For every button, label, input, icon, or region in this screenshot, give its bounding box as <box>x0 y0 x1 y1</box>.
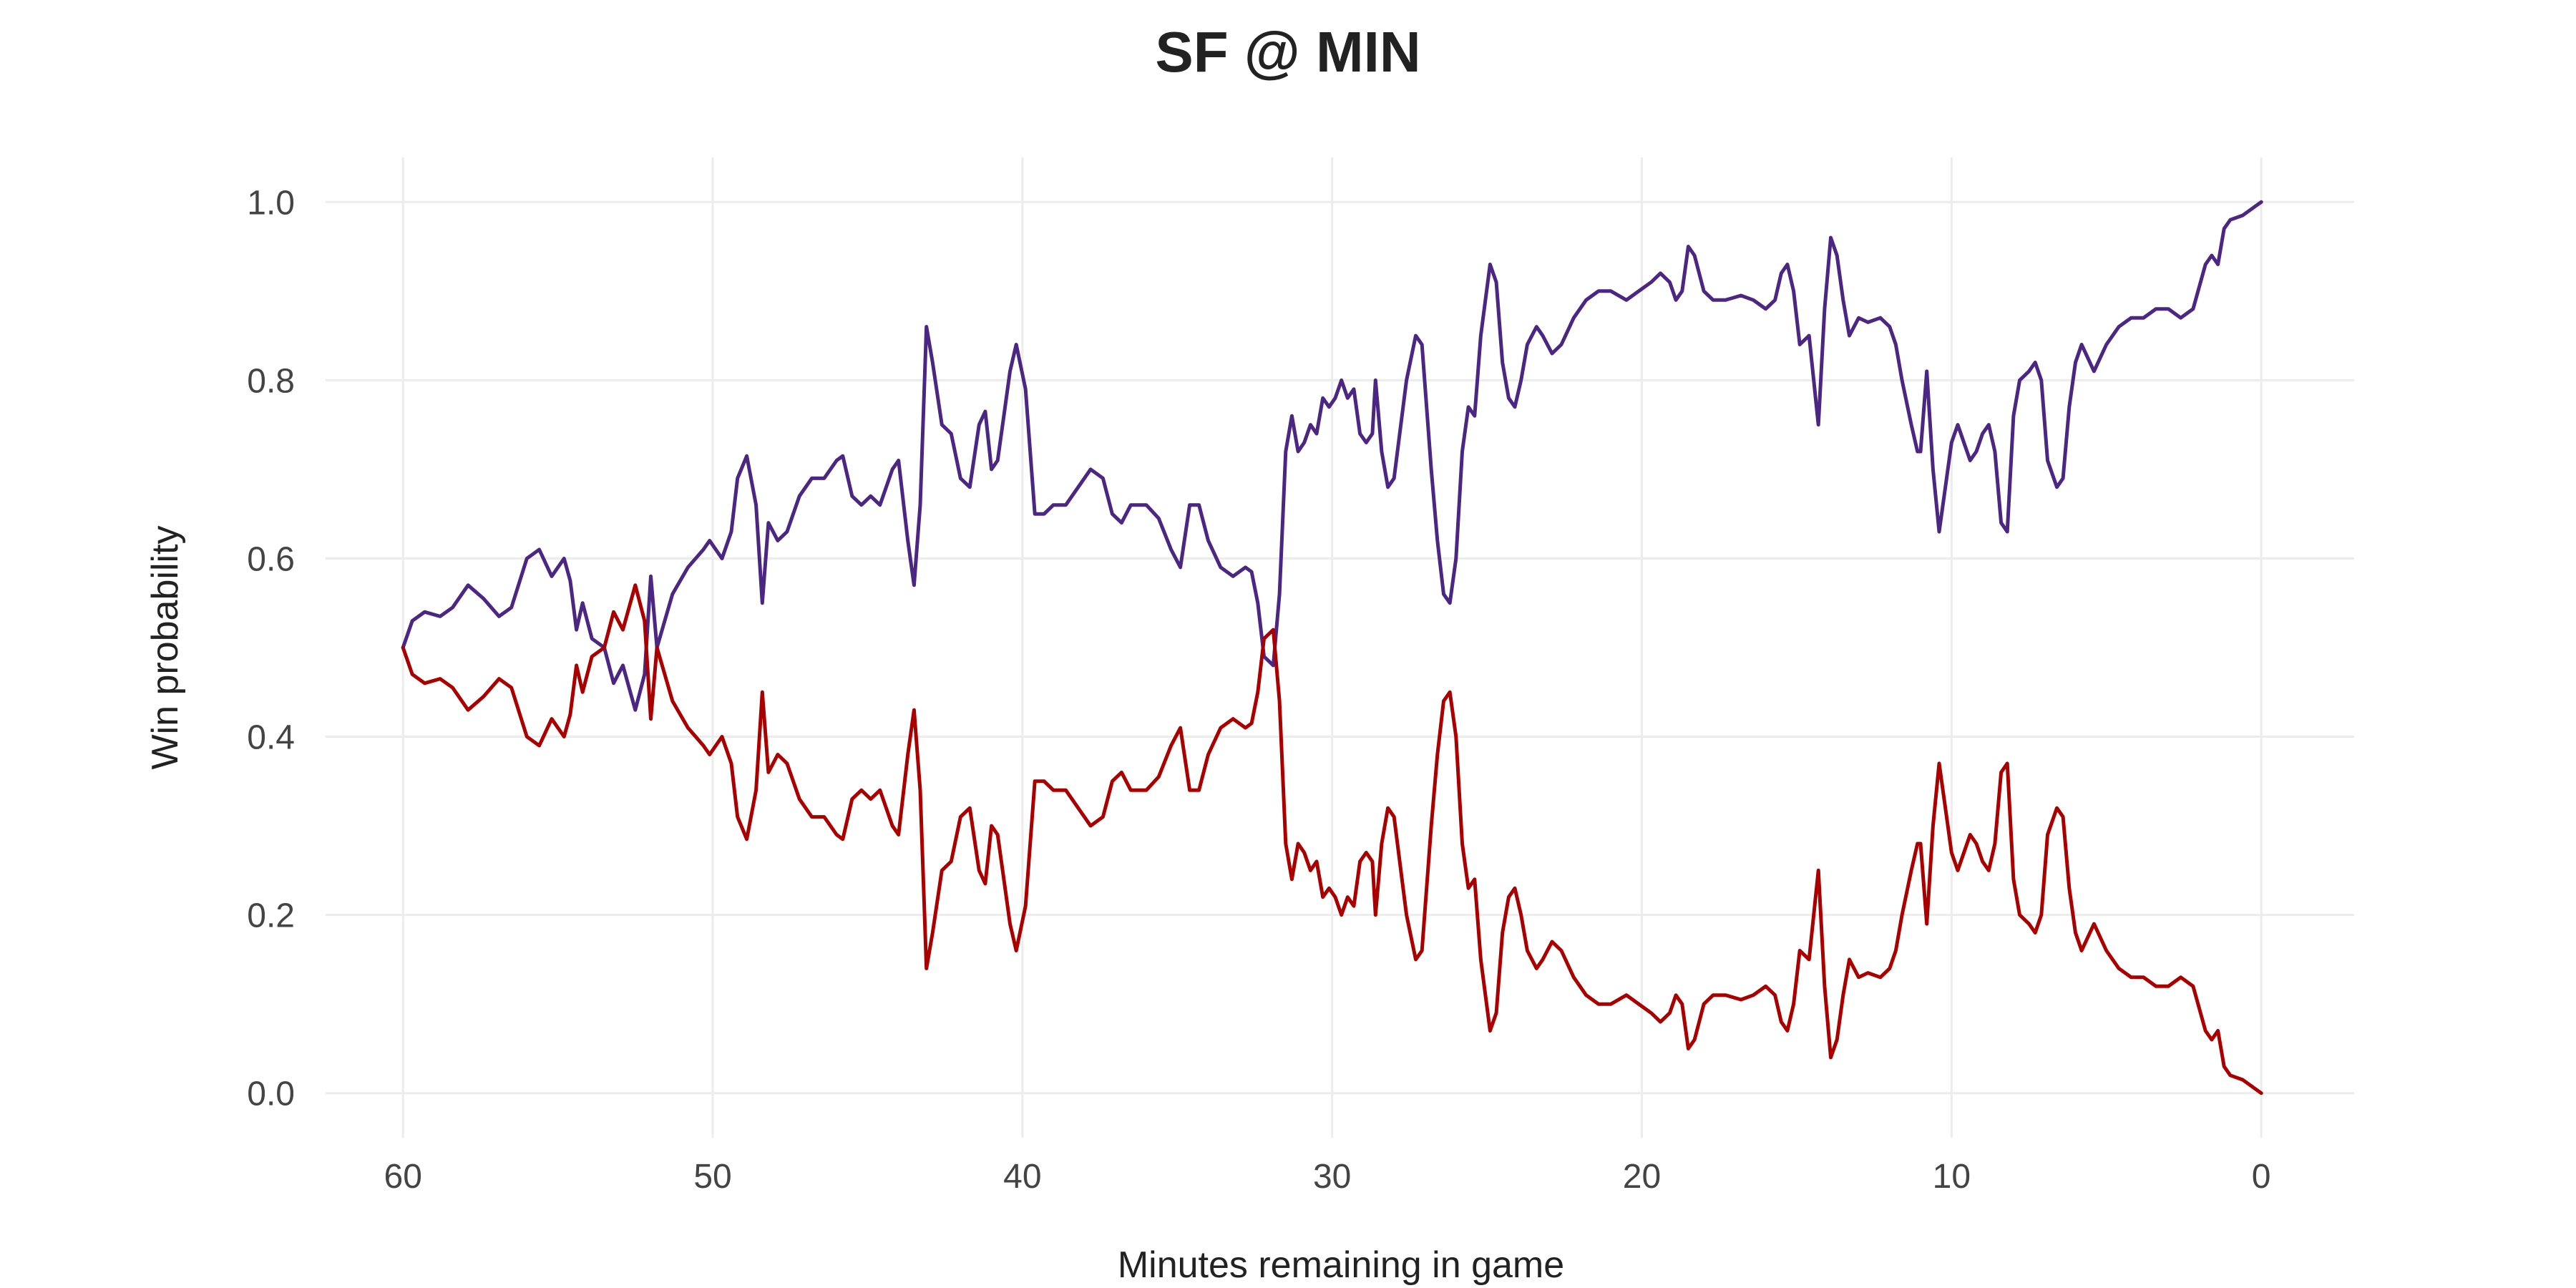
x-tick-label: 60 <box>384 1158 422 1196</box>
x-gridlines <box>401 157 2263 1138</box>
chart-title: SF @ MIN <box>1155 20 1420 84</box>
y-tick-label: 1.0 <box>247 184 295 222</box>
x-axis-ticks: 60 50 40 30 20 10 0 <box>384 1158 2271 1196</box>
series-line-2 <box>401 583 2263 1096</box>
y-tick-label: 0.4 <box>247 719 295 757</box>
y-tick-label: 0.8 <box>247 362 295 400</box>
x-tick-label: 20 <box>1623 1158 1661 1196</box>
x-axis-label: Minutes remaining in game <box>1118 1244 1564 1286</box>
y-tick-label: 0.0 <box>247 1075 295 1113</box>
y-axis-ticks: 0.0 0.2 0.4 0.6 0.8 1.0 <box>247 184 295 1113</box>
x-tick-label: 30 <box>1313 1158 1351 1196</box>
x-tick-label: 10 <box>1933 1158 1971 1196</box>
y-tick-label: 0.6 <box>247 540 295 578</box>
y-axis-label: Win probability <box>145 525 186 769</box>
y-tick-label: 0.2 <box>247 897 295 935</box>
x-tick-label: 0 <box>2252 1158 2271 1196</box>
x-tick-label: 40 <box>1003 1158 1041 1196</box>
series-line-1 <box>401 200 2263 712</box>
series-layer <box>401 200 2263 1096</box>
y-gridlines <box>326 200 2354 1095</box>
x-tick-label: 50 <box>693 1158 731 1196</box>
